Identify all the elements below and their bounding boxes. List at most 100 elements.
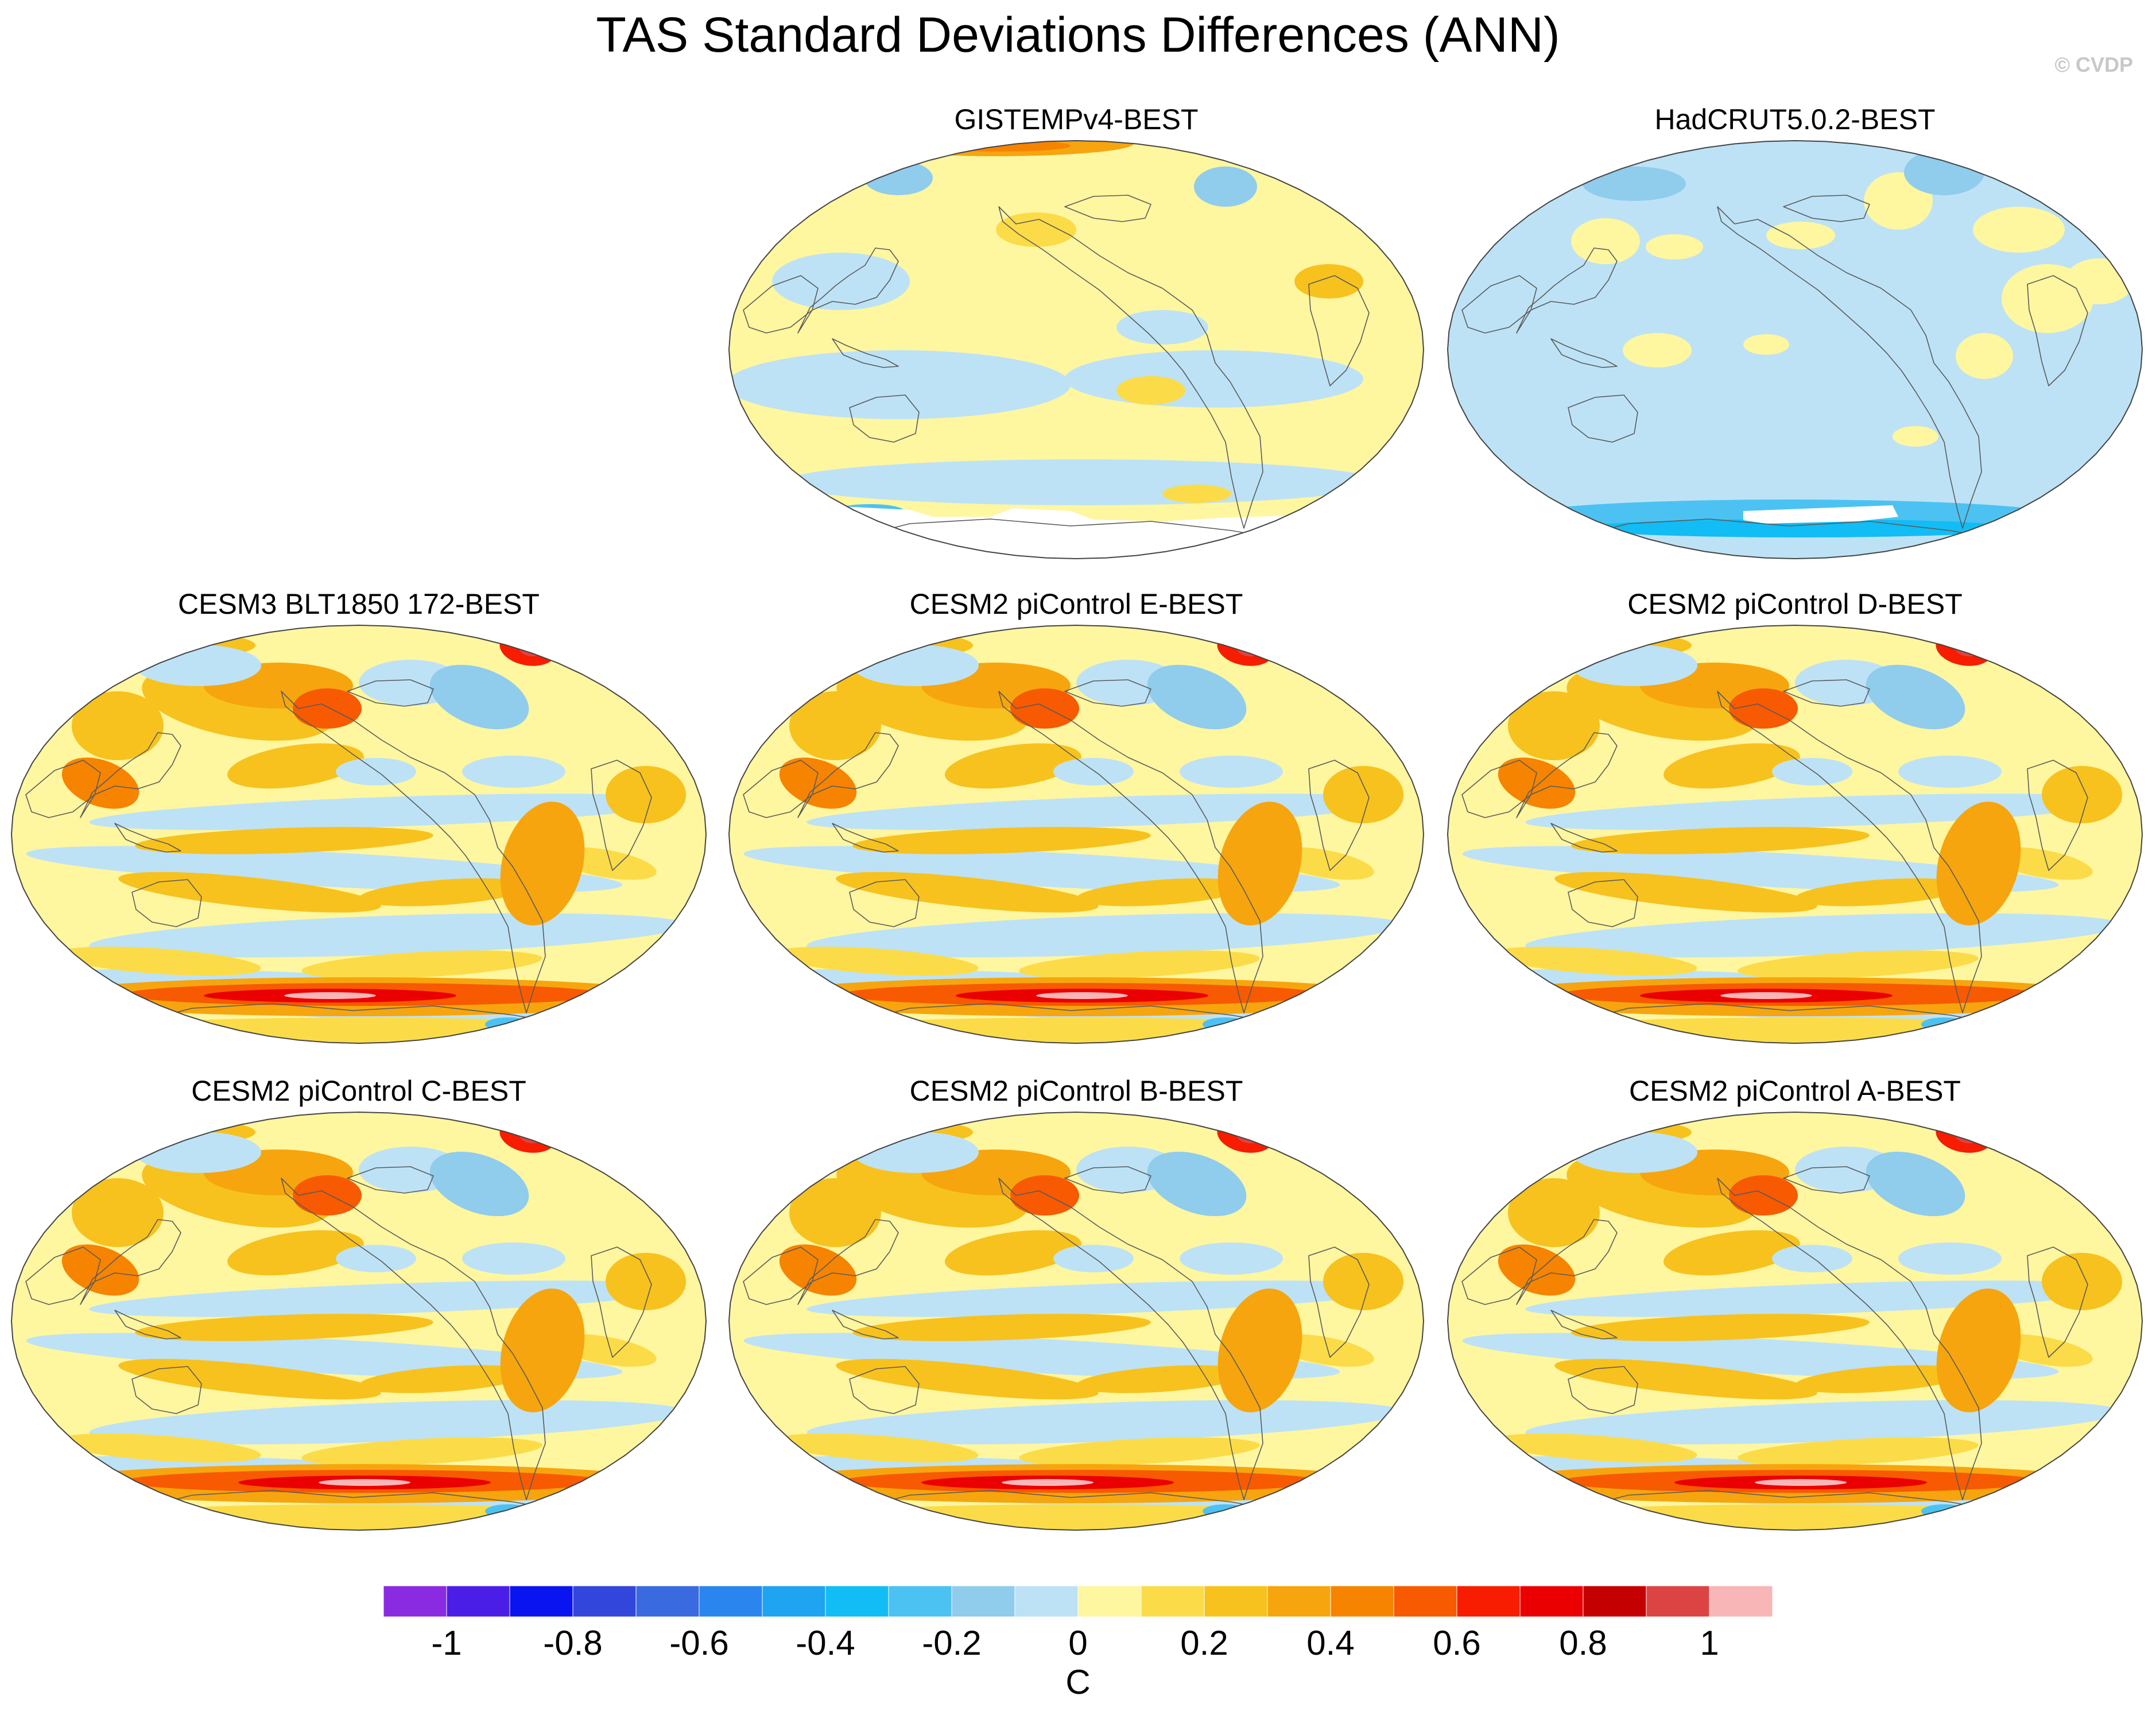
warm-region xyxy=(1116,376,1185,405)
coastline xyxy=(2027,275,2088,386)
watermark: © CVDP xyxy=(2054,53,2133,76)
cool-region xyxy=(336,758,416,785)
warm-region xyxy=(1162,485,1231,503)
warm-region xyxy=(61,1244,139,1296)
warm-region xyxy=(1498,757,1576,809)
warm-band xyxy=(1738,950,1979,979)
coastline xyxy=(1516,247,1618,334)
coastline xyxy=(347,679,434,707)
colorbar-swatch xyxy=(1014,1586,1079,1617)
southern-ocean-core xyxy=(284,992,376,999)
map-picontrol-b xyxy=(728,1111,1425,1531)
warm-band xyxy=(852,827,1151,854)
warm-region xyxy=(72,691,164,760)
warm-region xyxy=(1217,802,1302,926)
coastline xyxy=(114,823,181,853)
colorbar-tick-label: 1 xyxy=(1700,1624,1719,1660)
colorbar-swatch xyxy=(825,1586,889,1617)
warm-region xyxy=(61,757,139,809)
warm-band xyxy=(55,946,261,976)
colorbar-unit-label: C xyxy=(1065,1663,1091,1701)
cool-region xyxy=(1203,1504,1248,1518)
coastline xyxy=(2027,1247,2088,1358)
hot-spot xyxy=(1010,688,1079,729)
neutral-region xyxy=(1646,234,1703,260)
map-panel-cesm3: CESM3 BLT1850 172-BEST xyxy=(9,587,709,1046)
coastline xyxy=(129,1490,583,1515)
cool-region xyxy=(429,1151,529,1217)
map-hadcrut xyxy=(1447,140,2143,560)
cool-band xyxy=(1525,1280,2122,1317)
coastline xyxy=(1568,879,1638,927)
antarctic-band xyxy=(1531,1504,2059,1530)
warm-band xyxy=(135,827,433,854)
coastline xyxy=(1783,679,1870,707)
warm-band xyxy=(836,1358,1099,1400)
colorbar-swatch xyxy=(1267,1586,1331,1617)
cool-region xyxy=(1921,1504,1967,1518)
coastline xyxy=(1717,206,1982,529)
map-picontrol-e xyxy=(728,624,1425,1044)
cool-band xyxy=(1525,793,2122,830)
coastline xyxy=(1308,760,1370,871)
colorbar-swatch xyxy=(1709,1586,1773,1617)
warm-band xyxy=(852,1314,1151,1341)
colorbar-swatch xyxy=(1393,1586,1457,1617)
panel-title: CESM2 piControl A-BEST xyxy=(1629,1075,1961,1107)
coastline xyxy=(1717,691,1982,1013)
warm-region xyxy=(1323,1253,1403,1310)
map-gistemp xyxy=(728,140,1425,560)
warm-band xyxy=(1554,1358,1817,1400)
map-picontrol-d xyxy=(1447,624,2143,1044)
colorbar-swatch xyxy=(1519,1586,1584,1617)
colorbar-tick-label: 0 xyxy=(1068,1624,1087,1660)
colorbar-tick-label: 0.6 xyxy=(1433,1624,1480,1660)
warm-region xyxy=(1479,634,1548,659)
southern-ocean-core xyxy=(1002,1479,1093,1486)
cool-region xyxy=(336,1245,416,1272)
coastline xyxy=(129,1003,583,1028)
warm-region xyxy=(1323,766,1403,823)
warm-region xyxy=(1508,1178,1600,1247)
warm-region xyxy=(43,1121,112,1146)
colorbar-tick-label: -0.6 xyxy=(669,1624,728,1660)
coastline xyxy=(846,1003,1301,1028)
coastline xyxy=(1461,1247,1537,1305)
warm-band xyxy=(1795,1365,1967,1393)
coastline xyxy=(797,732,899,818)
colorbar-swatch xyxy=(446,1586,510,1617)
colorbar-swatch xyxy=(383,1586,447,1617)
cool-region xyxy=(1904,149,1984,195)
cool-region xyxy=(485,1504,531,1518)
coastline xyxy=(743,760,819,818)
neutral-region xyxy=(1743,334,1789,355)
cool-region xyxy=(1147,664,1247,730)
warm-region xyxy=(1508,691,1600,760)
coastline xyxy=(1308,275,1370,386)
warm-region xyxy=(789,691,881,760)
map-panel-picontrol-c: CESM2 piControl C-BEST xyxy=(9,1074,709,1533)
coastline xyxy=(1516,732,1618,818)
coastline xyxy=(797,1219,899,1305)
coastline xyxy=(1064,195,1151,222)
cool-region xyxy=(429,664,529,730)
coastline xyxy=(1461,760,1537,818)
coastline xyxy=(849,394,920,443)
antarctic-band xyxy=(95,1504,623,1530)
warm-band xyxy=(1554,872,1817,913)
southern-ocean-core xyxy=(319,1479,410,1486)
cool-region xyxy=(1116,310,1208,344)
warm-region xyxy=(606,766,686,823)
colorbar-tick-label: 0.8 xyxy=(1559,1624,1607,1660)
colorbar-swatch xyxy=(1583,1586,1647,1617)
warm-region xyxy=(1663,1230,1800,1276)
coastline xyxy=(131,1366,202,1414)
cool-region xyxy=(1772,758,1852,785)
hot-spot xyxy=(1010,1175,1079,1215)
cool-region xyxy=(462,1242,565,1275)
coastline xyxy=(849,1366,920,1414)
coastline xyxy=(1565,1003,2019,1028)
colorbar-tick-label: -0.4 xyxy=(796,1624,855,1660)
cool-region xyxy=(1147,1151,1247,1217)
warm-region xyxy=(500,802,585,926)
